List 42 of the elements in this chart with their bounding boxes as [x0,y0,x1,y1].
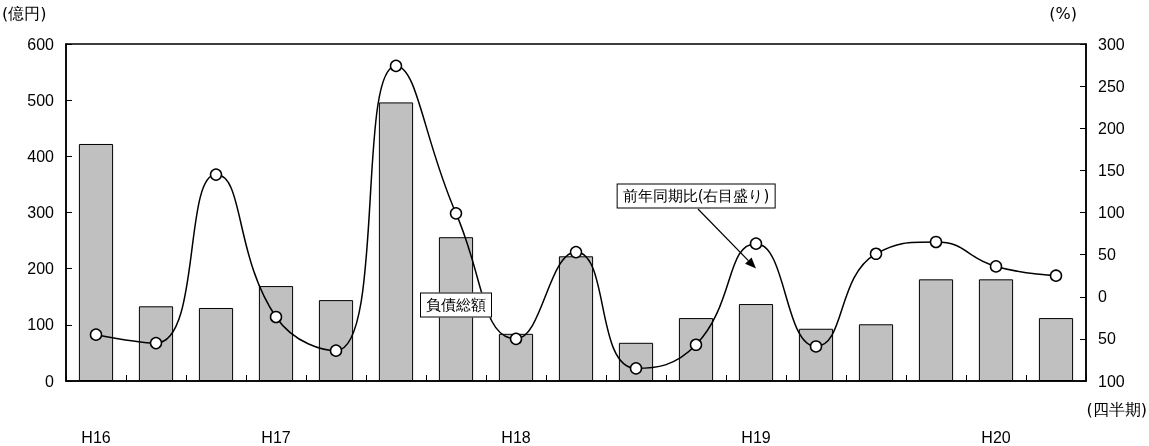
y2-tick-label: 250 [1098,77,1125,95]
y-axis-title: (億円) [2,4,47,25]
point [989,260,1003,273]
x-tick-label: H20 [981,428,1011,446]
y-tick-label: 100 [27,316,55,334]
x-tick-label: H19 [741,428,771,446]
y2-tick-label: 50 [1098,246,1116,264]
point [329,344,343,357]
point [389,59,403,73]
point [809,340,823,353]
y-tick-label: 0 [45,372,55,390]
point [269,310,283,324]
point [89,328,103,341]
point [569,245,583,259]
point [149,336,163,350]
x-tick-label: H18 [501,428,531,446]
y-tick-label: 500 [27,91,55,109]
point [1049,269,1063,282]
y2-axis-title: (%) [1049,4,1077,23]
y2-tick-label: 0 [1098,288,1107,306]
series-label: 負債総額 [420,292,492,318]
point [509,332,523,346]
point [929,235,943,249]
text: 前年同期比(右目盛り) [616,183,776,209]
y-tick-label: 300 [27,204,55,221]
point [749,237,763,250]
y2-tick-label: 50 [1098,330,1116,348]
y2-tick-label: 100 [1098,204,1125,221]
x-tick-label: H17 [261,428,291,446]
point [449,207,463,220]
x-tick-label: H16 [81,428,111,446]
y2-tick-label: 100 [1098,372,1125,390]
point [209,168,223,181]
y-tick-label: 200 [27,260,55,278]
y2-tick-label: 150 [1098,161,1125,179]
x-axis-title: (四半期) [1086,400,1147,421]
point [869,247,883,261]
point [689,338,703,352]
y2-tick-label: 200 [1098,119,1125,137]
y-tick-label: 600 [27,35,55,53]
y-tick-label: 400 [27,147,55,165]
y2-tick-label: 300 [1098,35,1125,53]
